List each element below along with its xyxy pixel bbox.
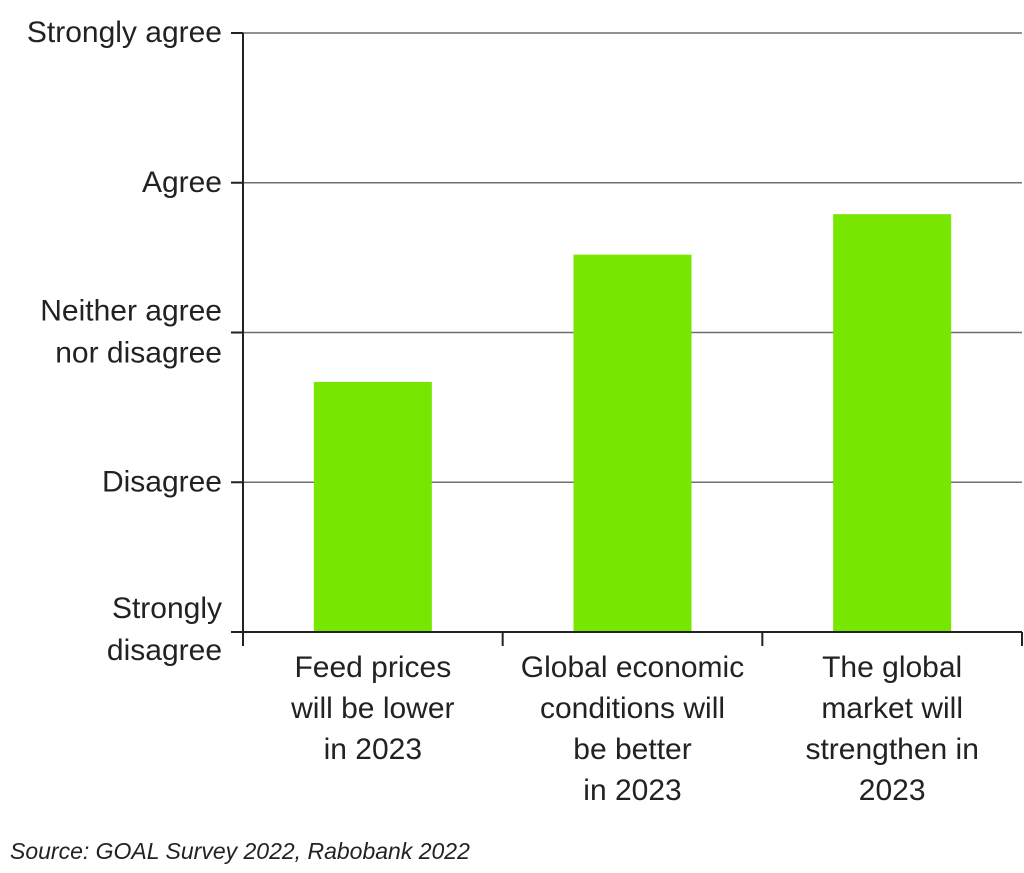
source-note: Source: GOAL Survey 2022, Rabobank 2022 xyxy=(10,838,470,864)
bar-chart: Strongly disagree Disagree Neither agree nor… xyxy=(27,16,1023,807)
x-category-label-0: Feed prices will be lower in 2023 xyxy=(290,651,454,766)
x-category-label-2: The global market will strengthen in 2023 xyxy=(805,651,978,807)
y-tick-label-2: Neither agree nor disagree xyxy=(40,295,222,370)
y-tick-label-3: Agree xyxy=(142,166,222,199)
bar-1 xyxy=(573,254,692,632)
x-category-label-1: Global economic conditions will be better i… xyxy=(521,651,744,807)
bar-0 xyxy=(313,381,432,632)
y-tick-label-4: Strongly agree xyxy=(27,16,222,49)
y-tick-label-0: Strongly disagree xyxy=(107,592,222,667)
y-tick-label-1: Disagree xyxy=(102,465,222,498)
bar-2 xyxy=(833,214,952,632)
